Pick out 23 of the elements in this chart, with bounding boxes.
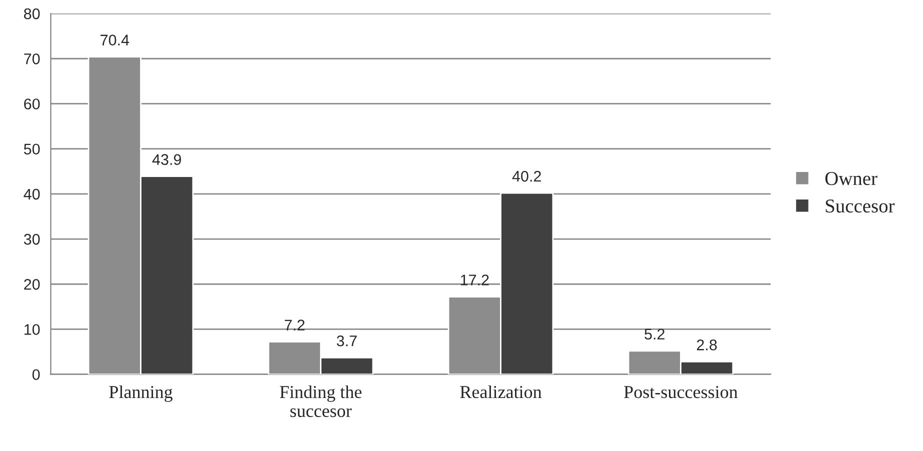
x-tick-label: Post-succession xyxy=(624,386,738,398)
data-label: 17.2 xyxy=(460,274,489,286)
y-tick-label: 70 xyxy=(24,54,40,64)
x-tick-label: Finding the succesor xyxy=(280,385,362,418)
data-label: 5.2 xyxy=(644,328,664,340)
legend-label: Owner xyxy=(825,172,878,186)
y-tick-label: 80 xyxy=(24,8,40,20)
y-tick-label: 60 xyxy=(24,98,40,110)
data-label: 2.8 xyxy=(696,340,717,350)
x-tick-label: Planning xyxy=(109,385,173,402)
data-label: 70.4 xyxy=(100,34,130,46)
legend-label: Succesor xyxy=(826,200,895,213)
y-tick-label: 50 xyxy=(24,144,40,155)
data-label: 40.2 xyxy=(512,170,541,182)
y-tick-label: 0 xyxy=(32,369,40,380)
y-tick-label: 40 xyxy=(24,188,40,200)
y-tick-label: 10 xyxy=(24,324,40,335)
y-tick-label: 20 xyxy=(24,279,40,290)
x-tick-label: Realization xyxy=(460,385,542,398)
data-label: 3.7 xyxy=(336,335,357,346)
y-tick-label: 30 xyxy=(24,234,40,245)
data-label: 43.9 xyxy=(152,154,181,165)
data-label: 7.2 xyxy=(284,320,304,330)
